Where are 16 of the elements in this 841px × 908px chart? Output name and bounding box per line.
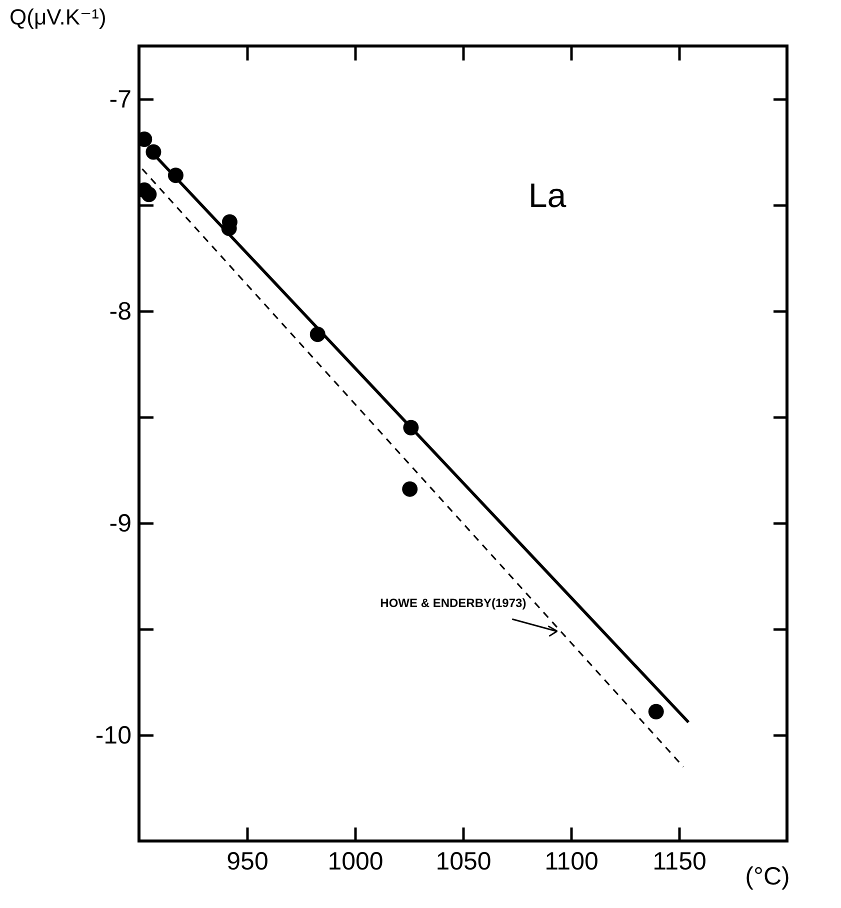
x-tick-label: 1150: [652, 848, 706, 876]
annotation: HOWE & ENDERBY(1973): [380, 596, 526, 610]
y-axis-title: Q(μV.K⁻¹): [10, 4, 106, 30]
point: [141, 186, 157, 202]
x-tick-label: 950: [226, 848, 268, 876]
y-tick-label: -7: [109, 86, 132, 114]
x-tick-label: 1100: [544, 848, 598, 876]
point: [402, 481, 418, 497]
annotation: La: [528, 177, 566, 216]
y-tick-label: -10: [95, 722, 132, 750]
y-tick-label: -8: [109, 298, 132, 326]
x-axis-title: (°C): [745, 862, 790, 890]
y-tick-label: -9: [109, 510, 132, 538]
x-tick-label: 1000: [328, 848, 384, 876]
point: [648, 704, 664, 720]
x-tick-label: 1050: [436, 848, 492, 876]
